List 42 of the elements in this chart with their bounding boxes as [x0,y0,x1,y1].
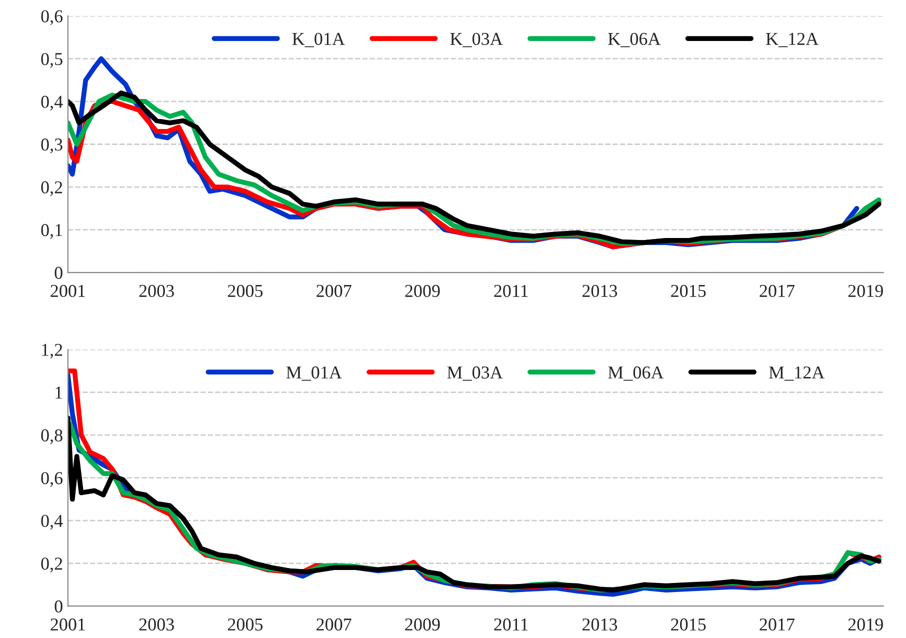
y-tick-label: 0 [54,266,62,279]
legend-label: M_01A [286,366,342,381]
y-tick-label: 0,3 [41,138,62,154]
y-tick-label: 1,2 [42,344,62,359]
x-tick-label: 2007 [316,618,352,631]
x-tick-label: 2015 [671,284,706,298]
y-tick-label: 0,8 [41,429,62,444]
x-tick-label: 2013 [582,284,618,298]
legend-label: K_03A [450,32,503,48]
x-tick-label: 2013 [582,618,618,631]
x-tick-label: 2019 [848,284,883,298]
x-tick-label: 2017 [760,284,795,298]
y-tick-label: 0,2 [41,558,62,572]
y-tick-label: 0,4 [41,514,63,530]
x-tick-label: 2009 [405,618,440,631]
x-tick-label: 2007 [316,284,352,298]
x-tick-label: 2017 [760,618,795,631]
legend-label: K_06A [608,32,661,48]
y-tick-label: 1 [56,386,62,399]
x-tick-label: 2009 [405,284,440,298]
y-tick-label: 0,5 [41,52,62,68]
legend-label: K_12A [766,32,819,48]
y-tick-label: 0,6 [41,10,63,25]
x-tick-label: 2005 [228,284,263,298]
legend-label: M_06A [608,366,664,381]
legend-label: K_01A [292,32,345,48]
legend-label: M_12A [769,366,825,381]
x-tick-label: 2001 [50,284,85,298]
x-tick-label: 2011 [494,618,528,631]
legend-label: M_03A [447,366,503,381]
x-tick-label: 2003 [139,284,174,298]
y-tick-label: 0,1 [41,224,62,239]
x-tick-label: 2001 [50,618,85,631]
x-tick-label: 2015 [671,618,706,631]
x-tick-label: 2019 [848,618,883,631]
y-tick-label: 0,2 [41,181,62,196]
x-tick-label: 2003 [139,618,174,631]
y-tick-label: 0,4 [41,96,63,111]
y-tick-label: 0,6 [41,472,63,487]
x-tick-label: 2011 [494,284,528,298]
x-tick-label: 2005 [228,618,263,631]
y-tick-label: 0 [54,600,62,613]
